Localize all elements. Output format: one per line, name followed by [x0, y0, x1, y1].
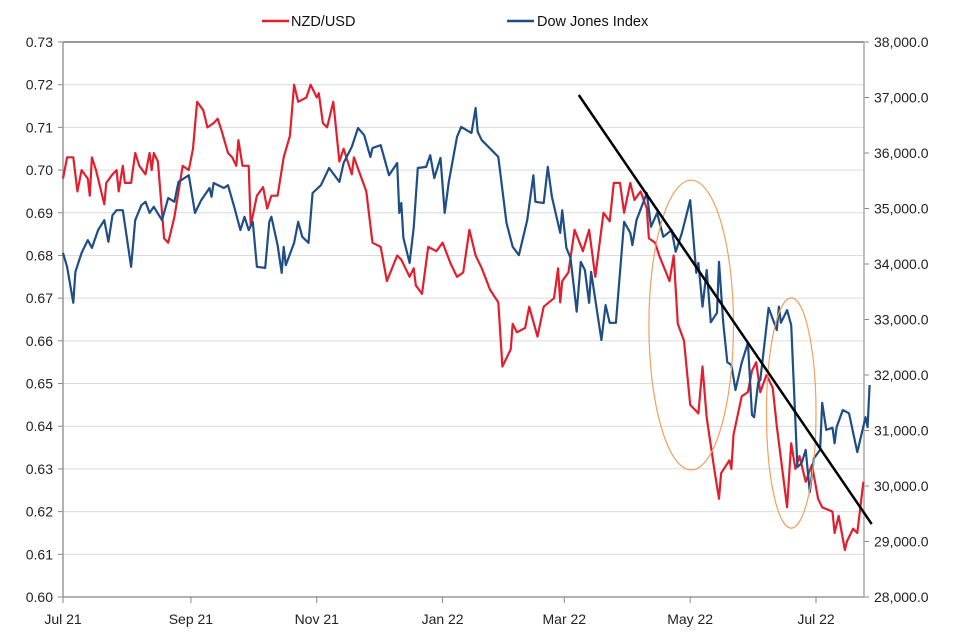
- legend-label-dow-jones: Dow Jones Index: [537, 14, 649, 30]
- x-axis-tick-label: Mar 22: [543, 611, 587, 627]
- right-axis-tick-label: 36,000.0: [874, 145, 929, 161]
- right-axis-tick-labels: 28,000.0 29,000.0 30,000.0 31,000.0 32,000.0…: [874, 34, 929, 605]
- left-axis-tick-label: 0.64: [26, 418, 53, 434]
- left-axis-tick-label: 0.69: [26, 205, 53, 221]
- x-axis-tick-label: May 22: [667, 611, 713, 627]
- gridlines: [63, 41, 864, 555]
- right-axis-tick-label: 28,000.0: [874, 589, 929, 605]
- right-axis-tick-label: 29,000.0: [874, 534, 929, 550]
- x-axis-tick-label: Jan 22: [422, 611, 464, 627]
- left-axis-tick-labels: 0.60 0.61 0.62 0.63 0.64 0.65 0.66 0.67 0.68 0.69…: [26, 34, 53, 605]
- legend-label-nzdusd: NZD/USD: [291, 14, 355, 30]
- right-axis-tick-label: 32,000.0: [874, 367, 929, 383]
- right-axis-tick-label: 31,000.0: [874, 423, 929, 439]
- left-axis-tick-label: 0.65: [26, 376, 53, 392]
- left-axis-tick-label: 0.60: [26, 589, 53, 605]
- series-lines: [61, 83, 871, 552]
- right-axis-tick-label: 37,000.0: [874, 90, 929, 106]
- x-axis-tick-label: Jul 21: [44, 611, 82, 627]
- left-axis-tick-label: 0.61: [26, 546, 53, 562]
- x-axis-tick-label: Nov 21: [295, 611, 340, 627]
- left-axis-tick-label: 0.70: [26, 162, 53, 178]
- left-axis-tick-label: 0.62: [26, 504, 53, 520]
- series-line-dow-jones: [61, 106, 871, 494]
- highlight-ellipse: [765, 297, 817, 529]
- right-axis-tick-label: 34,000.0: [874, 256, 929, 272]
- right-axis-tick-label: 33,000.0: [874, 312, 929, 328]
- x-axis-tick-label: Jul 22: [797, 611, 835, 627]
- legend: NZD/USD Dow Jones Index: [262, 14, 649, 30]
- annotations: [577, 94, 873, 529]
- x-axis-tick-labels: Jul 21 Sep 21 Nov 21 Jan 22 Mar 22 May 22 Jul …: [44, 611, 835, 627]
- left-axis-tick-label: 0.66: [26, 333, 53, 349]
- right-axis-tick-label: 30,000.0: [874, 478, 929, 494]
- left-axis-tick-label: 0.67: [26, 290, 53, 306]
- left-axis-tick-label: 0.68: [26, 247, 53, 263]
- series-line-nzdusd: [61, 83, 865, 552]
- downtrend-line: [577, 94, 873, 525]
- left-axis-tick-label: 0.71: [26, 119, 53, 135]
- left-axis-tick-label: 0.72: [26, 77, 53, 93]
- highlight-ellipse: [648, 179, 735, 471]
- left-axis-tick-label: 0.73: [26, 34, 53, 50]
- left-axis-tick-label: 0.63: [26, 461, 53, 477]
- x-axis-tick-label: Sep 21: [169, 611, 214, 627]
- right-axis-tick-label: 35,000.0: [874, 201, 929, 217]
- right-axis-tick-label: 38,000.0: [874, 34, 929, 50]
- axes: [58, 41, 869, 603]
